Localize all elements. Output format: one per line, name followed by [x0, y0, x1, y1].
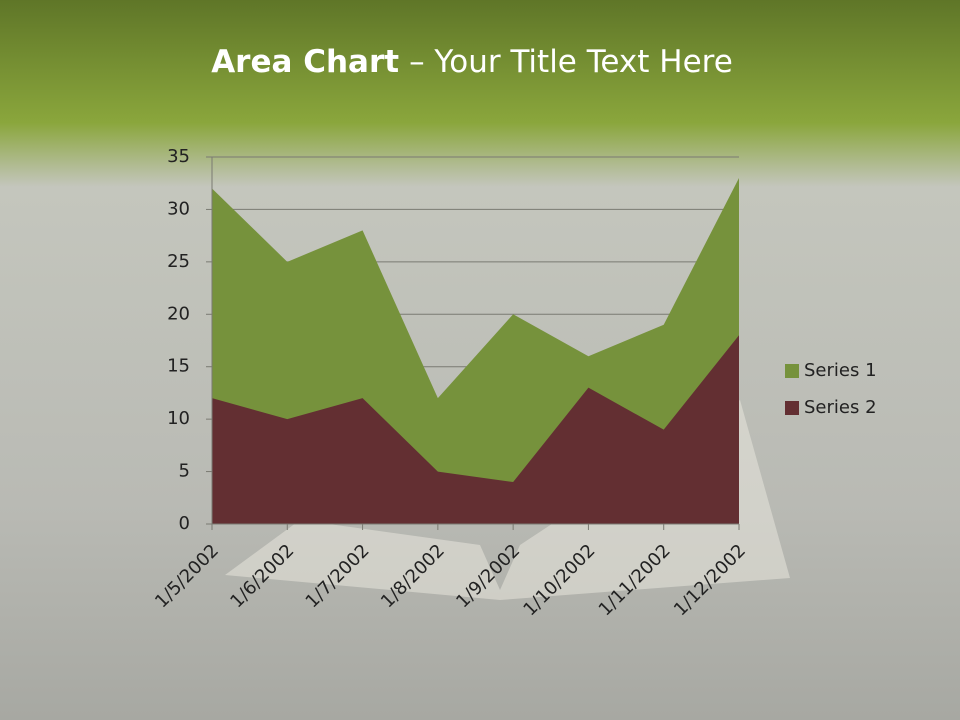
y-tick-label: 15: [167, 356, 190, 377]
chart-title: Area Chart – Your Title Text Here: [211, 44, 733, 80]
legend-swatch: [785, 364, 799, 378]
y-tick-label: 5: [179, 461, 190, 482]
legend-label: Series 1: [804, 360, 877, 381]
y-tick-label: 30: [167, 198, 190, 219]
title-bold: Area Chart: [211, 44, 399, 80]
legend-label: Series 2: [804, 397, 877, 418]
y-tick-label: 20: [167, 303, 190, 324]
y-tick-label: 10: [167, 408, 190, 429]
book-decoration: [225, 400, 790, 600]
y-tick-label: 35: [167, 146, 190, 167]
y-tick-label: 0: [179, 513, 190, 534]
y-tick-label: 25: [167, 251, 190, 272]
legend-swatch: [785, 401, 799, 415]
area: [212, 335, 739, 524]
title-rest: – Your Title Text Here: [409, 44, 733, 80]
